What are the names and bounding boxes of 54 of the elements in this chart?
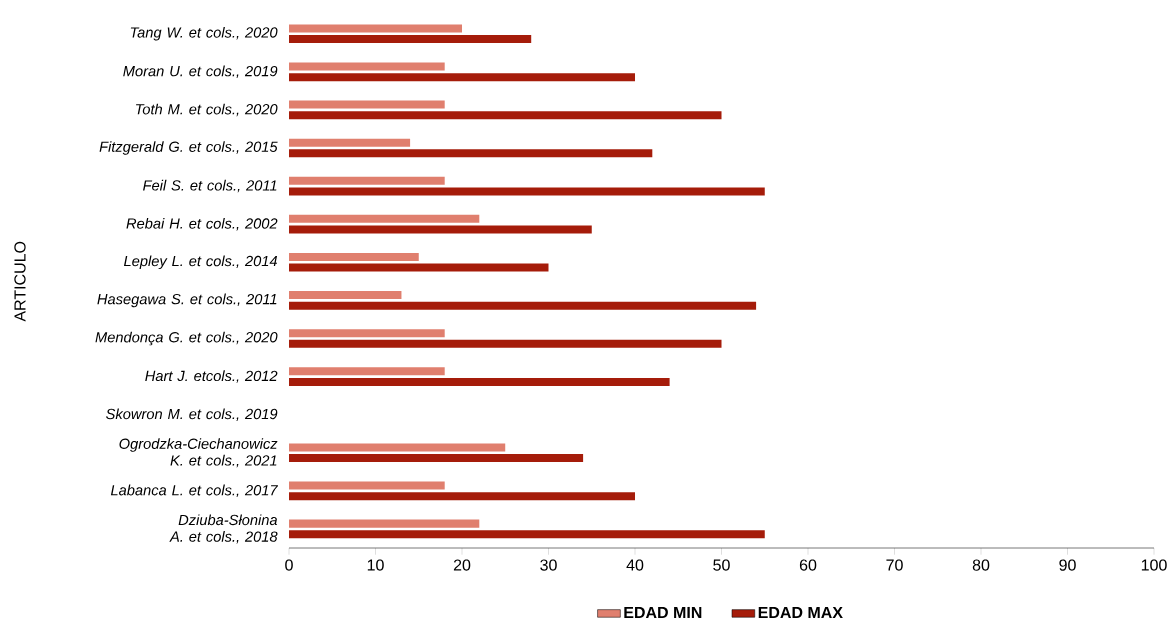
x-tick-label: 70	[886, 559, 903, 571]
legend-label: EDAD MIN	[624, 606, 702, 618]
x-tick-label: 50	[713, 559, 730, 571]
bar	[289, 301, 757, 310]
x-tick-label: 30	[540, 559, 557, 571]
y-tick-label: Skowron M. et cols., 2019	[106, 408, 278, 421]
x-tick-label: 100	[1141, 559, 1167, 571]
x-tick-label: 10	[367, 559, 384, 571]
bar	[289, 252, 419, 261]
y-tick-label: Fitzgerald G. et cols., 2015	[99, 141, 278, 155]
y-tick-label: Lepley L. et cols., 2014	[123, 255, 278, 270]
bar	[289, 176, 445, 185]
bar	[289, 291, 402, 300]
x-tick-label: 90	[1059, 559, 1076, 571]
bar	[289, 149, 653, 158]
bar	[289, 339, 722, 348]
bar	[289, 481, 445, 490]
y-tick-label: Dziuba-Słonina A. et cols., 2018	[169, 514, 278, 544]
y-tick-label: Hart J. etcols., 2012	[145, 370, 278, 383]
x-tick-label: 60	[799, 559, 817, 571]
y-tick-label: Labanca L. et cols., 2017	[110, 484, 279, 498]
bar	[289, 111, 722, 120]
bar	[289, 73, 635, 82]
bar	[289, 138, 411, 147]
bar	[289, 35, 532, 44]
bar	[289, 519, 480, 528]
y-tick-label: Moran U. et cols., 2019	[123, 65, 278, 79]
bar	[289, 367, 445, 376]
legend-label: EDAD MAX	[758, 606, 843, 618]
bar	[289, 214, 480, 223]
bar	[289, 62, 445, 71]
y-tick-label: Feil S. et cols., 2011	[143, 179, 277, 193]
y-tick-label: Ogrodzka-Ciechanowicz K. et cols., 2021	[119, 438, 278, 468]
bar	[289, 225, 592, 234]
bar	[289, 377, 670, 386]
y-tick-label: Toth M. et cols., 2020	[136, 103, 278, 117]
bar	[289, 329, 445, 338]
bar	[289, 530, 765, 539]
y-axis-title: ARTICULO	[14, 241, 26, 322]
bar	[289, 100, 445, 109]
bar	[289, 24, 462, 33]
bar	[289, 263, 549, 272]
x-tick-label: 80	[972, 559, 990, 571]
x-tick-label: 20	[453, 559, 471, 571]
y-tick-label: Hasegawa S. et cols., 2011	[97, 293, 277, 308]
y-tick-label: Tang W. et cols., 2020	[130, 26, 278, 41]
bar	[289, 443, 506, 452]
bar	[289, 492, 635, 501]
y-tick-label: Rebai H. et cols., 2002	[126, 217, 278, 231]
bar	[289, 187, 765, 196]
x-tick-label: 0	[285, 559, 293, 571]
x-tick-label: 40	[626, 559, 644, 571]
y-tick-label: Mendonça G. et cols., 2020	[95, 331, 278, 346]
bar	[289, 454, 584, 463]
